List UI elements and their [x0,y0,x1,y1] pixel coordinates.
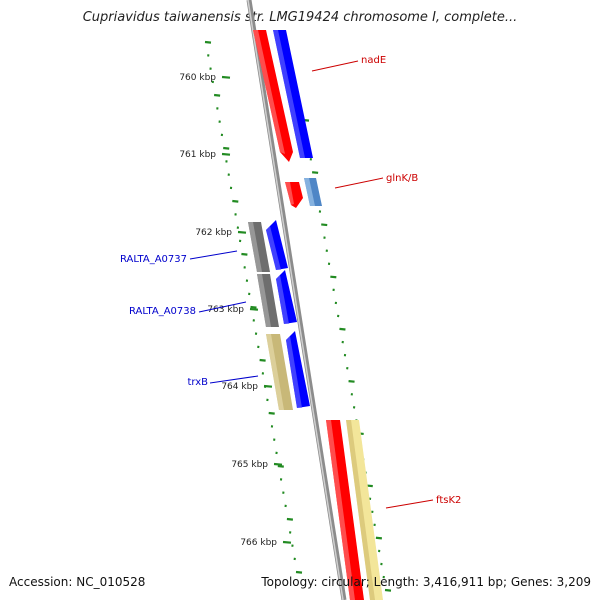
tick-mark-outer-12 [330,275,337,279]
tick-major-3 [249,307,259,311]
feature-RALTA_A0737-gray[interactable] [248,222,270,272]
tick-label-1: 761 kbp [179,150,216,160]
tick-mark-inner-0 [204,40,212,44]
tick-major-6 [282,540,292,544]
gene-label-RALTA_A0738[interactable]: RALTA_A0738 [129,306,196,317]
tick-major-0 [221,75,231,79]
gene-label-glnKB[interactable]: glnK/B [386,173,418,184]
tick-label-0: 760 kbp [179,73,216,83]
feature-trxB-olive[interactable] [266,334,293,410]
feature-ftsK2-yellow[interactable] [346,420,383,600]
gene-label-trxB[interactable]: trxB [187,377,208,388]
feature-trxB-blue[interactable] [286,331,310,408]
gene-label-nadE[interactable]: nadE [361,55,386,66]
tick-mark-outer-20 [348,380,355,383]
tick-major-2 [237,230,247,234]
tick-dots [204,40,392,592]
gene-label-RALTA_A0737[interactable]: RALTA_A0737 [120,254,187,265]
tick-label-2: 762 kbp [195,228,232,238]
tick-mark-outer-36 [384,588,392,592]
tick-mark-inner-12 [232,199,239,203]
chromosome-backbone-highlight [247,0,344,600]
tick-mark-inner-32 [277,464,284,468]
feature-RALTA_A0738-gray[interactable] [257,274,279,327]
tick-label-3: 763 kbp [207,305,244,315]
feature-nadE-red[interactable] [253,30,293,162]
tick-mark-outer-16 [339,327,346,331]
tick-labels: 760 kbp 761 kbp 762 kbp 763 kbp 764 kbp 765 k… [179,73,292,548]
tick-major-5 [273,462,283,466]
summary-text: Topology: circular; Length: 3,416,911 bp… [261,575,591,589]
tick-major-4 [263,384,273,388]
tick-mark-outer-8 [321,223,328,227]
feature-RALTA_A0738-blue[interactable] [276,270,297,324]
tick-mark-inner-20 [250,305,257,309]
feature-glnKB-red[interactable] [285,182,303,208]
tick-mark-inner-36 [286,517,294,521]
tick-label-5: 765 kbp [231,460,268,470]
accession-text: Accession: NC_010528 [9,575,146,589]
tick-mark-inner-16 [241,252,248,256]
tick-mark-outer-28 [366,484,373,488]
tick-mark-inner-24 [259,358,266,362]
tick-mark-inner-8 [223,146,230,150]
chromosome-backbone [246,0,347,600]
map-title: Cupriavidus taiwanensis str. LMG19424 ch… [82,10,518,25]
tick-mark-inner-28 [268,411,275,415]
feature-nadE-blue[interactable] [273,30,313,158]
tick-label-6: 766 kbp [240,538,277,548]
feature-glnKB-steelblue[interactable] [304,178,322,206]
tick-mark-outer-32 [375,536,382,540]
feature-RALTA_A0737-blue[interactable] [266,220,288,270]
tick-mark-inner-4 [213,93,221,97]
label-leaders [189,60,434,509]
feature-ftsK2-red[interactable] [326,420,364,600]
tick-major-1 [221,152,231,156]
tick-label-4: 764 kbp [221,382,258,392]
tick-mark-outer-4 [312,171,319,174]
gene-label-ftsK2[interactable]: ftsK2 [436,495,461,506]
tick-mark-inner-40 [295,570,303,574]
